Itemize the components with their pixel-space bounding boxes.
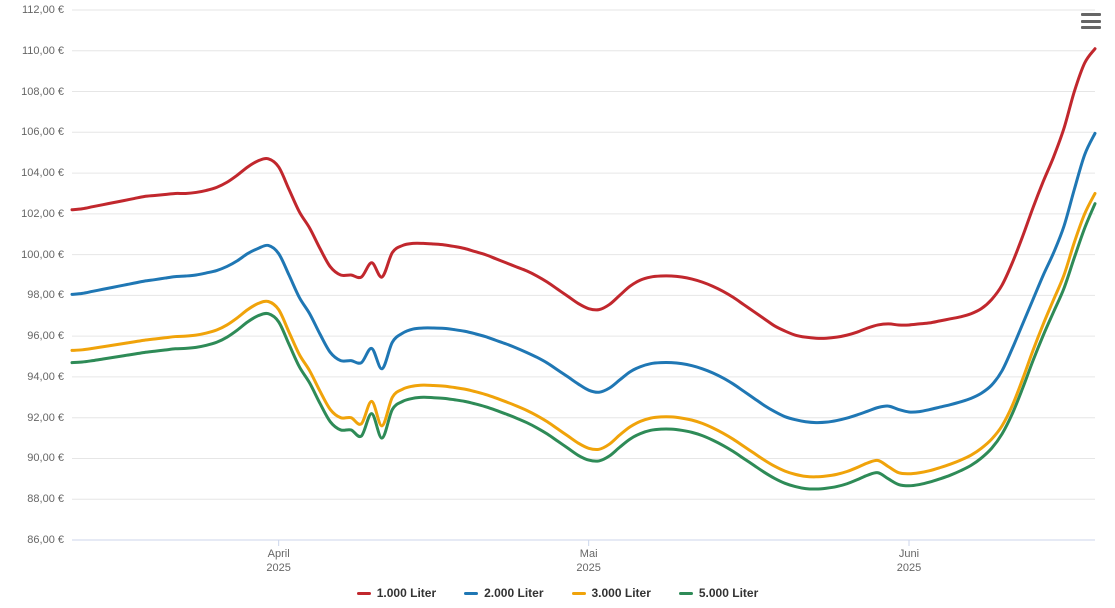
legend-item-5000[interactable]: 5.000 Liter	[679, 586, 758, 600]
x-tick-label: Mai 2025	[576, 548, 600, 576]
legend-label: 2.000 Liter	[484, 586, 543, 600]
legend-label: 3.000 Liter	[592, 586, 651, 600]
x-tick-label: Juni 2025	[897, 548, 921, 576]
legend-item-3000[interactable]: 3.000 Liter	[572, 586, 651, 600]
legend-label: 5.000 Liter	[699, 586, 758, 600]
legend-label: 1.000 Liter	[377, 586, 436, 600]
legend-item-1000[interactable]: 1.000 Liter	[357, 586, 436, 600]
y-tick-label: 112,00 €	[22, 4, 64, 16]
y-tick-label: 90,00 €	[27, 452, 64, 464]
legend-swatch	[572, 592, 586, 595]
chart-svg	[0, 0, 1115, 608]
legend-swatch	[464, 592, 478, 595]
series-line[interactable]	[72, 193, 1095, 476]
x-tick-label: April 2025	[266, 548, 290, 576]
legend-swatch	[357, 592, 371, 595]
y-tick-label: 94,00 €	[27, 371, 64, 383]
y-tick-label: 102,00 €	[21, 208, 64, 220]
legend: 1.000 Liter 2.000 Liter 3.000 Liter 5.00…	[0, 586, 1115, 600]
y-tick-label: 98,00 €	[27, 289, 64, 301]
y-tick-label: 110,00 €	[22, 45, 64, 57]
y-tick-label: 108,00 €	[21, 86, 64, 98]
y-tick-label: 86,00 €	[27, 534, 64, 546]
y-tick-label: 96,00 €	[27, 330, 64, 342]
series-line[interactable]	[72, 49, 1095, 339]
price-line-chart: 1.000 Liter 2.000 Liter 3.000 Liter 5.00…	[0, 0, 1115, 608]
y-tick-label: 104,00 €	[21, 167, 64, 179]
y-tick-label: 88,00 €	[27, 493, 64, 505]
y-tick-label: 92,00 €	[27, 412, 64, 424]
y-tick-label: 100,00 €	[21, 249, 64, 261]
y-tick-label: 106,00 €	[21, 126, 64, 138]
series-line[interactable]	[72, 133, 1095, 422]
legend-swatch	[679, 592, 693, 595]
legend-item-2000[interactable]: 2.000 Liter	[464, 586, 543, 600]
